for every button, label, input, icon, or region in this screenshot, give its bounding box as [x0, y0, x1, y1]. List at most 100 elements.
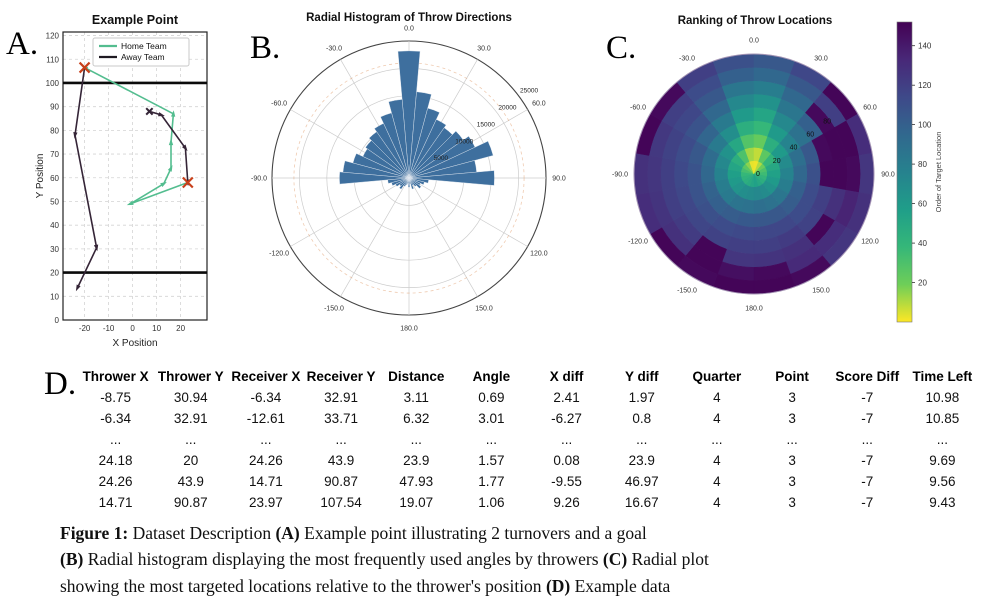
outer-boundary-ring: [633, 53, 875, 295]
table-cell: ...: [410, 432, 422, 447]
table-cell: 3.11: [403, 390, 429, 405]
polar-grid-spoke: [408, 177, 478, 297]
angle-tick-label: -90.0: [251, 176, 267, 183]
caption-line: Figure 1: Dataset Description (A) Exampl…: [60, 520, 780, 546]
x-tick-label: -20: [79, 324, 91, 333]
colorbar-label: Order of Target Location: [934, 132, 943, 213]
histogram-bar: [397, 50, 421, 179]
heatmap-cell: [793, 164, 808, 184]
table-header-cell: Y diff: [624, 369, 659, 384]
y-tick-label: 50: [50, 197, 59, 206]
table-header-cell: Angle: [472, 369, 511, 384]
table-cell: 6.32: [403, 411, 430, 426]
table-cell: ...: [636, 432, 648, 447]
table-cell: 4: [713, 495, 721, 510]
y-tick-label: 10: [50, 292, 59, 301]
panel-b-title: Radial Histogram of Throw Directions: [306, 12, 512, 24]
table-cell: 0.69: [478, 390, 505, 405]
angle-tick-label: 0.0: [404, 26, 414, 33]
y-tick-label: 40: [50, 221, 59, 230]
direction-arrow: [167, 165, 173, 172]
grid: [63, 32, 207, 321]
caption-line: (B) Radial histogram displaying the most…: [60, 546, 780, 572]
y-tick-label: 60: [50, 174, 59, 183]
table-cell: 3: [788, 495, 796, 510]
histogram-bar: [407, 177, 411, 188]
panel-a-example-point-chart: -20 -10 0 10 20 0 10 20 30 40 50 60 70 80 90 100 110 120 H…: [35, 4, 220, 356]
colorbar-tick-label: 120: [918, 81, 932, 90]
direction-arrow: [126, 200, 134, 206]
direction-arrow: [73, 132, 78, 139]
table-cell: 43.9: [327, 453, 355, 468]
caption-text-segment: Example data: [570, 575, 671, 596]
radial-histogram-svg: 0.0 30.0 60.0 90.0 120.0 150.0 180.0 -150.0 -120…: [251, 12, 566, 333]
table-cell: 32.91: [173, 411, 208, 426]
direction-arrow: [93, 244, 99, 252]
histogram-bar: [399, 177, 410, 190]
colorbar-tick-label: 80: [918, 160, 927, 169]
histogram-bar: [408, 107, 440, 179]
panel-c-title: Ranking of Throw Locations: [678, 15, 833, 27]
table-cell: 19.07: [399, 495, 434, 510]
caption-bold-segment: (A): [275, 523, 300, 543]
radius-tick-label: 5000: [434, 155, 449, 162]
away-team-line: [73, 67, 190, 292]
example-point-svg: -20 -10 0 10 20 0 10 20 30 40 50 60 70 80 90 100 110 120 H…: [35, 13, 208, 349]
histogram-bar: [403, 177, 410, 187]
table-cell: 47.93: [399, 474, 434, 489]
angle-tick-label: -150.0: [324, 305, 344, 312]
caption-bold-segment: (C): [602, 549, 628, 570]
histogram-bar: [408, 177, 417, 187]
table-cell: 4: [713, 474, 721, 489]
table-cell: ...: [560, 432, 573, 447]
table-cell: 3.01: [478, 411, 505, 426]
radius-tick-label: 20: [773, 158, 781, 165]
table-cell: -7: [861, 474, 874, 489]
table-cell: 4: [713, 453, 721, 468]
angle-tick-label: 60.0: [863, 105, 877, 112]
panel-label-c: C.: [606, 30, 637, 66]
caption-bold-segment: (B): [60, 549, 84, 570]
histogram-bar: [408, 177, 422, 189]
radius-tick-label: 40: [790, 145, 798, 152]
colorbar-tick-label: 60: [918, 200, 927, 209]
colorbar-tick-label: 40: [918, 239, 927, 248]
table-cell: 4: [713, 411, 721, 426]
angle-tick-label: -120.0: [269, 251, 289, 258]
angle-tick-label: 180.0: [745, 306, 763, 313]
angle-tick-label: 30.0: [814, 56, 828, 63]
radius-tick-label: 80: [823, 119, 831, 126]
x-tick-label: 10: [152, 324, 161, 333]
table-cell: 4: [713, 390, 721, 405]
caption-text-segment: Dataset Description: [128, 523, 276, 543]
table-header-cell: Thrower Y: [157, 369, 224, 384]
table-cell: 23.9: [403, 453, 430, 468]
y-tick-label: 20: [50, 269, 59, 278]
heatmap-cell: [647, 155, 663, 193]
panel-d-example-data-table: Thrower X Thrower Y Receiver X Receiver Y Di…: [78, 366, 980, 513]
table-cell: 2.41: [553, 390, 580, 405]
angle-tick-label: 90.0: [881, 172, 895, 179]
table-header-cell: Quarter: [692, 369, 742, 384]
caption-bold-segment: Figure 1:: [60, 523, 129, 543]
panel-label-b: B.: [250, 30, 281, 66]
table-cell: 1.57: [478, 453, 505, 468]
heatmap-cell: [858, 152, 875, 196]
heatmap-cells: [633, 53, 875, 295]
table-header-cell: Thrower X: [82, 369, 149, 384]
table-header-cell: Point: [775, 369, 809, 384]
table-cell: 3: [788, 390, 796, 405]
table-cell: 90.87: [173, 495, 208, 510]
x-tick-label: -10: [103, 324, 115, 333]
panel-label-d: D.: [44, 366, 77, 402]
table-cell: ...: [861, 432, 873, 447]
table-cell: -7: [861, 411, 874, 426]
angle-tick-label: 0.0: [749, 38, 759, 45]
direction-arrow: [171, 110, 176, 117]
panel-label-a: A.: [6, 26, 39, 62]
direction-arrow: [75, 284, 81, 292]
legend-label: Away Team: [121, 52, 165, 62]
radial-heatmap-svg: 0.0 30.0 60.0 90.0 120.0 150.0 180.0 -150.0 -120…: [612, 15, 943, 323]
table-cell: 14.71: [249, 474, 283, 489]
table-cell: 32.91: [324, 390, 358, 405]
